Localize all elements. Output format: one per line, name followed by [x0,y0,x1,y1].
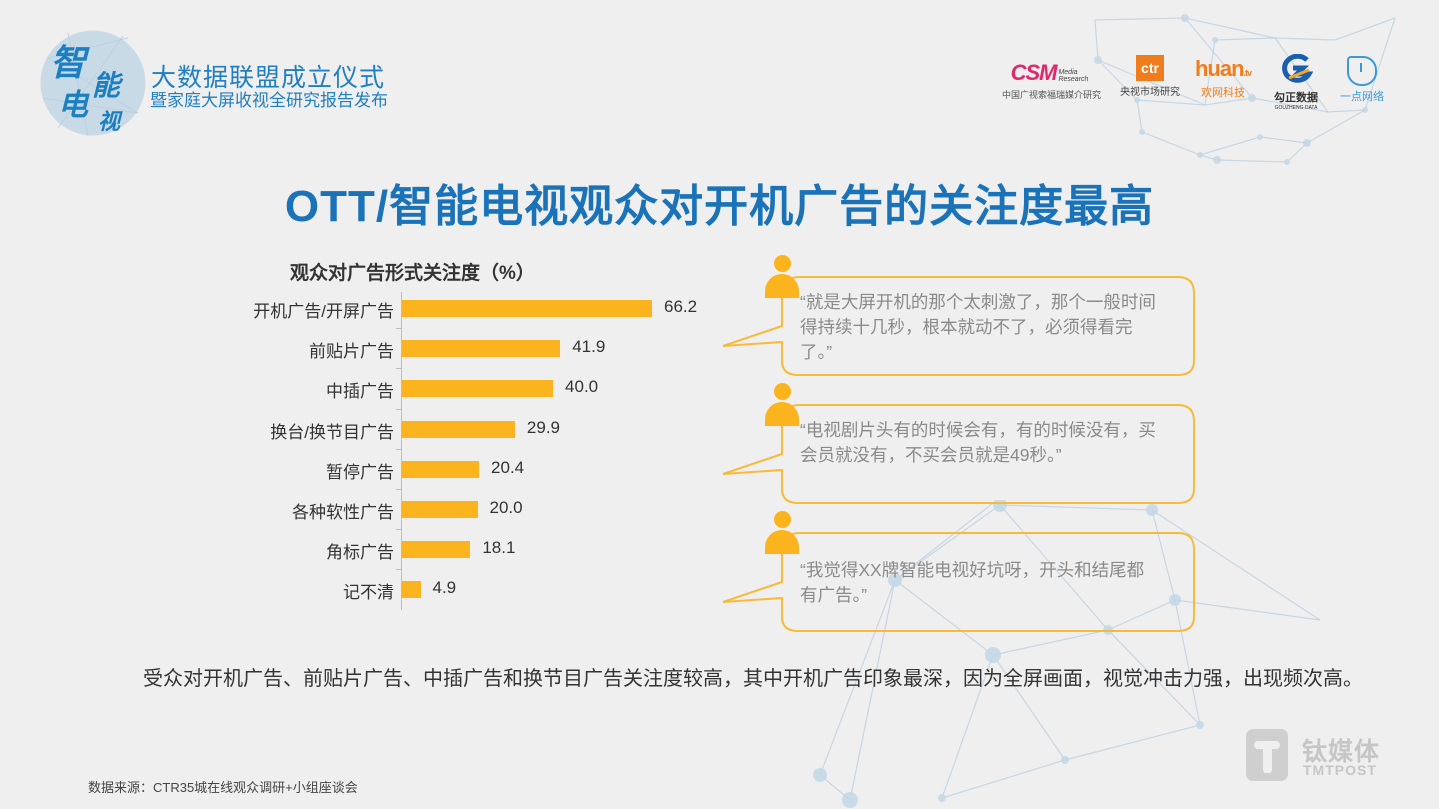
bar [402,340,561,358]
bar [402,501,478,518]
axis-tick [396,368,401,370]
chart-row: 角标广告 18.1 [0,529,760,569]
axis-tick [396,328,401,330]
partner-ctr: ctr 央视市场研究 [1115,55,1185,98]
chart-row: 中插广告 40.0 [0,368,760,408]
brand-char-1: 智 [50,42,87,84]
csm-logo: CSM [1010,60,1058,85]
axis-tick [396,569,401,571]
gouzheng-logo-icon [1282,53,1314,83]
chart-row: 前贴片广告 41.9 [0,328,760,368]
quote-text: “就是大屏开机的那个太刺激了，那个一般时间得持续十几秒，根本就动不了，必须得看完… [800,292,1156,362]
bar [402,380,554,398]
summary-text: 受众对开机广告、前贴片广告、中插广告和换节目广告关注度较高，其中开机广告印象最深… [143,668,1363,690]
huan-logo: huan [1194,56,1245,81]
partner-caption: 勾正数据 [1274,92,1318,104]
bar [402,460,480,478]
partner-caption: 中国广视索福瑞媒介研究 [1002,90,1102,100]
category-label: 前贴片广告 [309,342,394,362]
category-label: 换台/换节目广告 [270,422,394,442]
value-label: 40.0 [565,377,599,397]
quote-bubble-3: “我觉得XX牌智能电视好坑呀，开头和结尾都有广告。” [718,511,1198,632]
quote-text: “我觉得XX牌智能电视好坑呀，开头和结尾都有广告。” [800,560,1145,605]
huan-logo-sub: .tv [1243,68,1252,78]
quote-text: “电视剧片头有的时候会有，有的时候没有，买会员就没有，不买会员就是49秒。” [800,420,1156,465]
value-label: 66.2 [664,297,698,316]
axis-tick [396,408,401,410]
chart-row: 开机广告/开屏广告 66.2 [0,288,760,328]
partner-caption: 一点网络 [1340,91,1384,103]
value-label: 41.9 [572,337,606,357]
partner-caption: 央视市场研究 [1120,87,1180,98]
quote-bubble-1: “就是大屏开机的那个太刺激了，那个一般时间得持续十几秒，根本就动不了，必须得看完… [718,255,1198,376]
clock-logo-icon [1347,56,1377,86]
partner-caption-en: GOUZHENG DATA [1274,105,1318,111]
ctr-logo: ctr [1136,55,1164,81]
bar [402,541,471,559]
partner-yidian: 一点网络 [1332,56,1392,104]
bar [402,300,652,317]
axis-tick [396,529,401,531]
quote-bubble-2: “电视剧片头有的时候会有，有的时候没有，买会员就没有，不买会员就是49秒。” [718,383,1198,504]
chart-title: 观众对广告形式关注度（%） [290,263,535,284]
person-icon [765,383,799,426]
partner-caption: 欢网科技 [1201,87,1245,99]
page-title: OTT/智能电视观众对开机广告的关注度最高 [284,182,1155,231]
partner-huan: huan.tv 欢网科技 [1190,56,1256,100]
tmtpost-logo-icon [1246,729,1288,781]
category-label: 中插广告 [326,382,394,402]
brand-mark-logo: 智 能 电 视 [38,28,150,140]
person-icon [765,255,799,298]
category-label: 暂停广告 [326,462,394,482]
chart-y-axis [401,292,402,610]
value-label: 20.4 [491,457,525,477]
person-icon [765,511,799,554]
event-subtitle: 暨家庭大屏收视全研究报告发布 [150,91,388,110]
brand-char-4: 视 [98,109,121,135]
partner-csm: CSM Media Research 中国广视索福瑞媒介研究 [1002,60,1101,101]
event-title: 大数据联盟成立仪式 [151,64,386,92]
category-label: 角标广告 [326,543,394,563]
category-label: 开机广告/开屏广告 [253,302,394,321]
chart-row: 各种软性广告 20.0 [0,489,760,529]
axis-tick [396,489,401,490]
category-label: 记不清 [343,583,394,603]
axis-tick [396,448,401,450]
value-label: 29.9 [526,417,560,437]
chart-row: 暂停广告 20.4 [0,449,760,489]
chart-row: 记不清 4.9 [0,569,760,609]
watermark-en: TMTPOST [1303,762,1377,778]
category-label: 各种软性广告 [292,503,394,522]
bar [402,420,515,438]
value-label: 20.0 [489,498,523,517]
csm-logo-sub: Media Research [1058,68,1089,83]
watermark-cn: 钛媒体 [1302,738,1381,766]
chart-row: 换台/换节目广告 29.9 [0,409,760,449]
partner-gouzheng: 勾正数据 GOUZHENG DATA [1268,53,1324,111]
value-label: 4.9 [432,578,457,598]
value-label: 18.1 [482,538,516,558]
brand-char-3: 电 [58,88,88,123]
bar [402,581,421,599]
data-source: 数据来源：CTR35城在线观众调研+小组座谈会 [88,780,358,795]
brand-char-2: 能 [92,69,121,102]
